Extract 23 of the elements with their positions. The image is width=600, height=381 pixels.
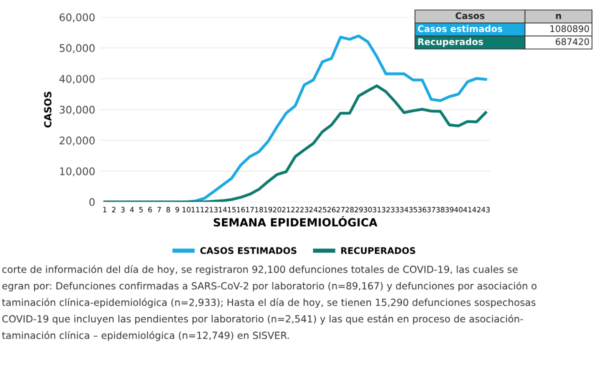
- annotation: Recuperados: [418, 38, 483, 47]
- text: egran por: Defunciones confirmadas a SARS-CoV-2 por laboratorio (n=89,167) y defunciones por asociación o: [2, 282, 537, 292]
- y-tick-label: 10,000: [60, 167, 95, 176]
- annotation: Casos: [456, 12, 484, 20]
- text: 687420: [556, 38, 589, 46]
- legend-label: CASOS ESTIMADOS: [200, 247, 296, 254]
- line-series: [103, 84, 488, 202]
- y-tick-label: 50,000: [60, 44, 95, 54]
- text: taminación clínica – epidemiológica (n=12,749) en SISVER.: [2, 331, 289, 341]
- text: COVID-19 que incluyen las pendientes por laboratorio (n=2,541) y las que están en proceso de asociación-: [2, 314, 523, 324]
- y-tick-label: 20,000: [60, 136, 95, 146]
- annotation: Casos estimados: [418, 25, 502, 32]
- x-axis-title: SEMANA EPIDEMIOLÓGICA: [214, 216, 378, 227]
- text: corte de información del día de hoy, se registraron 92,100 defunciones totales de COVID-19, las cuales se: [2, 265, 518, 275]
- y-tick-label: 0: [89, 198, 95, 206]
- y-tick-label: 40,000: [59, 74, 95, 84]
- y-tick-label: 30,000: [60, 106, 95, 115]
- text: n: [556, 14, 562, 19]
- text: taminación clínica-epidemiológica (n=2,933); Hasta el día de hoy, se tienen 15,290 defunciones sospechosas: [2, 298, 536, 308]
- legend-label: RECUPERADOS: [341, 247, 416, 254]
- y-tick-label: 60,000: [60, 13, 95, 22]
- text: 1080890: [550, 25, 589, 32]
- y-axis-title: CASOS: [44, 92, 52, 128]
